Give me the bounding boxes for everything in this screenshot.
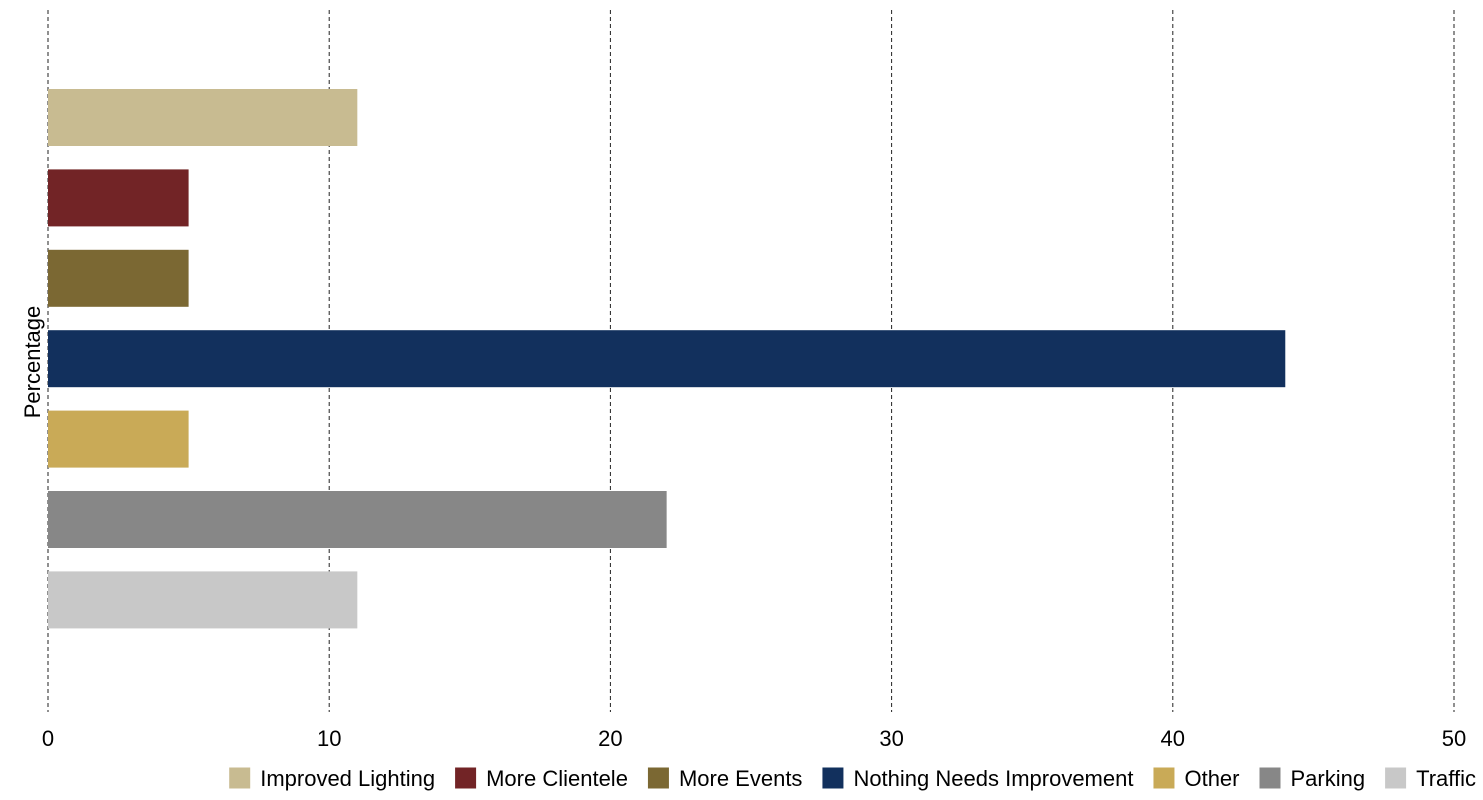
legend-label: More Events: [679, 766, 803, 791]
legend: Improved Lighting More Clientele More Even…: [229, 766, 1476, 791]
legend-label: Parking: [1291, 766, 1366, 791]
bar-more-events: [48, 249, 189, 307]
legend-label: More Clientele: [486, 766, 628, 791]
x-tick-label: 50: [1442, 726, 1466, 751]
legend-swatch: [1153, 767, 1175, 789]
bars: [48, 89, 1286, 629]
legend-swatch: [1385, 767, 1407, 789]
legend-swatch: [1259, 767, 1281, 789]
x-tick-label: 20: [598, 726, 622, 751]
bar-more-clientele: [48, 169, 189, 227]
legend-swatch: [822, 767, 844, 789]
x-tick-label: 0: [42, 726, 54, 751]
x-axis-ticks: 0 10 20 30 40 50: [42, 726, 1466, 751]
legend-label: Nothing Needs Improvement: [853, 766, 1133, 791]
x-tick-label: 40: [1161, 726, 1185, 751]
y-axis-title: Percentage: [20, 306, 45, 419]
legend-swatch: [647, 767, 669, 789]
legend-swatch: [229, 767, 251, 789]
x-tick-label: 30: [879, 726, 903, 751]
legend-label: Other: [1184, 766, 1239, 791]
bar-improved-lighting: [48, 89, 358, 146]
x-tick-label: 10: [317, 726, 341, 751]
bar-nothing-needs-improvement: [48, 330, 1286, 388]
legend-swatch: [455, 767, 477, 789]
bar-parking: [48, 491, 667, 548]
legend-label: Traffic: [1416, 766, 1476, 791]
bar-traffic: [48, 571, 358, 629]
legend-label: Improved Lighting: [260, 766, 435, 791]
bar-other: [48, 410, 189, 468]
